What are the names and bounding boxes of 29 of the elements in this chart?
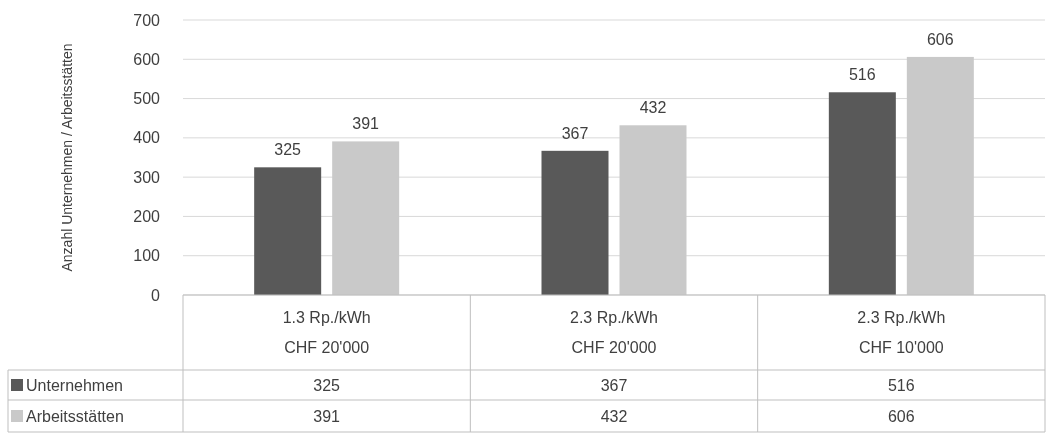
bar bbox=[828, 92, 896, 295]
y-tick-label: 100 bbox=[133, 247, 161, 265]
x-tick-label: 2.3 Rp./kWh CHF 20'000 bbox=[569, 309, 659, 356]
y-axis-title: Anzahl Unternehmen / Arbeitsstätten bbox=[59, 43, 75, 272]
y-tick-label: 400 bbox=[133, 129, 161, 147]
data-label: 367 bbox=[561, 124, 589, 142]
text: 516 bbox=[887, 376, 915, 394]
text: 325 bbox=[313, 376, 341, 394]
y-tick-label: 600 bbox=[133, 50, 161, 68]
text: 432 bbox=[600, 407, 628, 425]
y-tick-label: 500 bbox=[133, 90, 161, 108]
data-label: 325 bbox=[274, 141, 302, 159]
data-label: 606 bbox=[926, 30, 954, 48]
x-tick-label: 1.3 Rp./kWh CHF 20'000 bbox=[282, 309, 371, 356]
data-label: 391 bbox=[352, 115, 380, 133]
legend-label: Arbeitsstätten bbox=[26, 407, 124, 425]
bar bbox=[254, 167, 322, 295]
data-label: 516 bbox=[848, 66, 876, 84]
x-tick-label: 2.3 Rp./kWh CHF 10'000 bbox=[857, 309, 946, 356]
text: 606 bbox=[887, 407, 915, 425]
y-tick-label: 300 bbox=[133, 168, 161, 186]
y-tick-label: 0 bbox=[151, 286, 161, 304]
text: 367 bbox=[600, 376, 628, 394]
y-tick-label: 700 bbox=[133, 11, 161, 29]
legend-label: Unternehmen bbox=[26, 376, 123, 394]
y-tick-label: 200 bbox=[133, 208, 161, 226]
bar bbox=[541, 150, 609, 295]
text: 391 bbox=[313, 407, 341, 425]
data-label: 432 bbox=[639, 99, 667, 117]
